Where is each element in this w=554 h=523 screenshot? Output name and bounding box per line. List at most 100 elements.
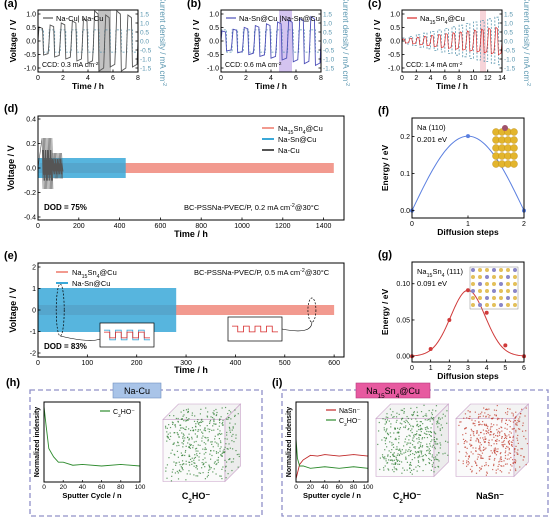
cube-i1-voxel	[447, 441, 449, 443]
cube-i1-voxel	[410, 425, 412, 427]
cube-i2-voxel	[523, 456, 525, 458]
cube-i2-voxel	[483, 433, 485, 435]
text-run: Current density / mA cm	[522, 0, 531, 82]
cube-i1-voxel	[393, 466, 395, 468]
cube-h-voxel	[200, 408, 202, 410]
text-run: -2	[458, 61, 463, 67]
y-axis-title: Energy / eV	[380, 145, 390, 192]
cube-i1-voxel	[416, 470, 418, 472]
cube-i2-voxel	[466, 447, 468, 449]
cube-i1-voxel	[414, 451, 417, 453]
cube-i2-voxel	[481, 457, 483, 459]
ccd-label: CCD: 0.6 mA cm-2	[225, 61, 282, 70]
cube-h-voxel	[185, 417, 188, 419]
cube-h-voxel	[229, 427, 231, 429]
cube-i1-voxel	[420, 451, 422, 453]
cube-i1-voxel	[430, 435, 432, 438]
cube-h-voxel	[181, 442, 183, 444]
cube-h-voxel	[193, 441, 195, 443]
cube-i1-voxel	[437, 420, 439, 422]
cube-i2-voxel	[514, 417, 517, 419]
g-y-tick-label: 0.10	[396, 281, 410, 288]
cube-i1-voxel	[420, 453, 423, 455]
cube-h-voxel	[166, 436, 169, 438]
d-y-tick-label: 0.4	[26, 117, 36, 124]
cube-i2-voxel	[508, 434, 510, 436]
cube-h-voxel	[185, 409, 188, 411]
cube-i2-voxel	[464, 413, 467, 415]
cube-h-voxel	[166, 431, 168, 433]
cube-i1-voxel	[398, 435, 400, 438]
cube-i1-voxel	[408, 434, 410, 436]
i-x-tick-label: 0	[294, 484, 298, 491]
cube-h-voxel	[190, 444, 192, 446]
cube-h-voxel	[193, 457, 196, 459]
cube-i2-voxel	[507, 454, 509, 456]
a-y-tick-label: 0.0	[26, 39, 36, 46]
cube-h-voxel	[207, 474, 209, 477]
cube-h-voxel	[210, 449, 212, 452]
f-x-tick-label: 1	[466, 221, 470, 228]
cube-i1-voxel	[433, 459, 436, 461]
cube-i2-voxel	[505, 419, 508, 421]
cube-i2-voxel	[493, 443, 495, 445]
inset-pointer	[281, 321, 313, 332]
cube-i1-voxel	[437, 443, 439, 445]
cube-i1-voxel	[390, 426, 392, 428]
cube-h-voxel	[221, 433, 223, 435]
cube-h-voxel	[219, 448, 221, 450]
legend-label: Na-Cu| Na-Cu	[56, 14, 103, 23]
cube-i2-voxel	[476, 458, 479, 460]
cube-h-voxel	[213, 423, 215, 425]
cube-i1-voxel	[436, 423, 438, 425]
text-run: 15	[82, 274, 88, 280]
cube-i2-voxel	[497, 468, 499, 470]
cube-i2-voxel	[506, 445, 508, 448]
cube-i1-voxel	[390, 459, 392, 461]
cube-i2-voxel	[468, 462, 470, 464]
cube-i2-voxel	[511, 443, 513, 446]
cube-h-voxel	[227, 473, 229, 475]
cube-i2-voxel	[487, 425, 489, 428]
cube-i2-voxel	[485, 415, 487, 417]
cube-h-voxel	[206, 415, 208, 417]
e-x-tick-label: 500	[279, 360, 291, 367]
cube-i2-side	[513, 403, 529, 478]
cube-h-voxel	[181, 460, 184, 462]
cube-h-voxel	[224, 459, 226, 461]
cube-i2-voxel	[497, 465, 499, 468]
cube-i1-voxel	[385, 437, 387, 439]
cube-i1-voxel	[396, 454, 398, 457]
cube-i2-voxel	[467, 410, 469, 412]
cube-i1-voxel	[421, 438, 423, 440]
d-x-tick-label: 200	[73, 223, 85, 230]
cube-h-voxel	[180, 411, 182, 413]
cube-i1-voxel	[399, 449, 401, 451]
cube-i1-voxel	[428, 448, 430, 450]
cube-i1-voxel	[405, 449, 407, 451]
cube-h-voxel	[181, 427, 183, 429]
cube-i1-voxel	[408, 464, 411, 466]
cube-i1-voxel	[394, 463, 396, 465]
cube-i1-voxel	[390, 414, 393, 416]
cube-i1-voxel	[414, 433, 416, 436]
cube-i2-voxel	[515, 445, 517, 447]
panel-label-h: (h)	[6, 377, 20, 389]
cube-i1-voxel	[387, 416, 389, 419]
cube-i2-voxel	[494, 414, 496, 416]
cube-i2-voxel	[467, 461, 469, 463]
cube-h-voxel	[193, 465, 195, 467]
cube-h-voxel	[205, 451, 207, 454]
atom	[499, 303, 503, 307]
cube-i1-voxel	[418, 447, 420, 449]
cube-h-voxel	[182, 469, 184, 471]
cube-h-voxel	[221, 455, 223, 457]
cube-i1-voxel	[414, 447, 416, 449]
cube-i2-voxel	[486, 408, 488, 410]
cube-i2-voxel	[507, 440, 510, 443]
cube-i1-voxel	[381, 439, 383, 441]
cube-h-voxel	[171, 421, 174, 423]
cube-h-voxel	[188, 454, 190, 456]
cube-i1-voxel	[439, 442, 441, 444]
cube-i2-voxel	[514, 459, 516, 461]
